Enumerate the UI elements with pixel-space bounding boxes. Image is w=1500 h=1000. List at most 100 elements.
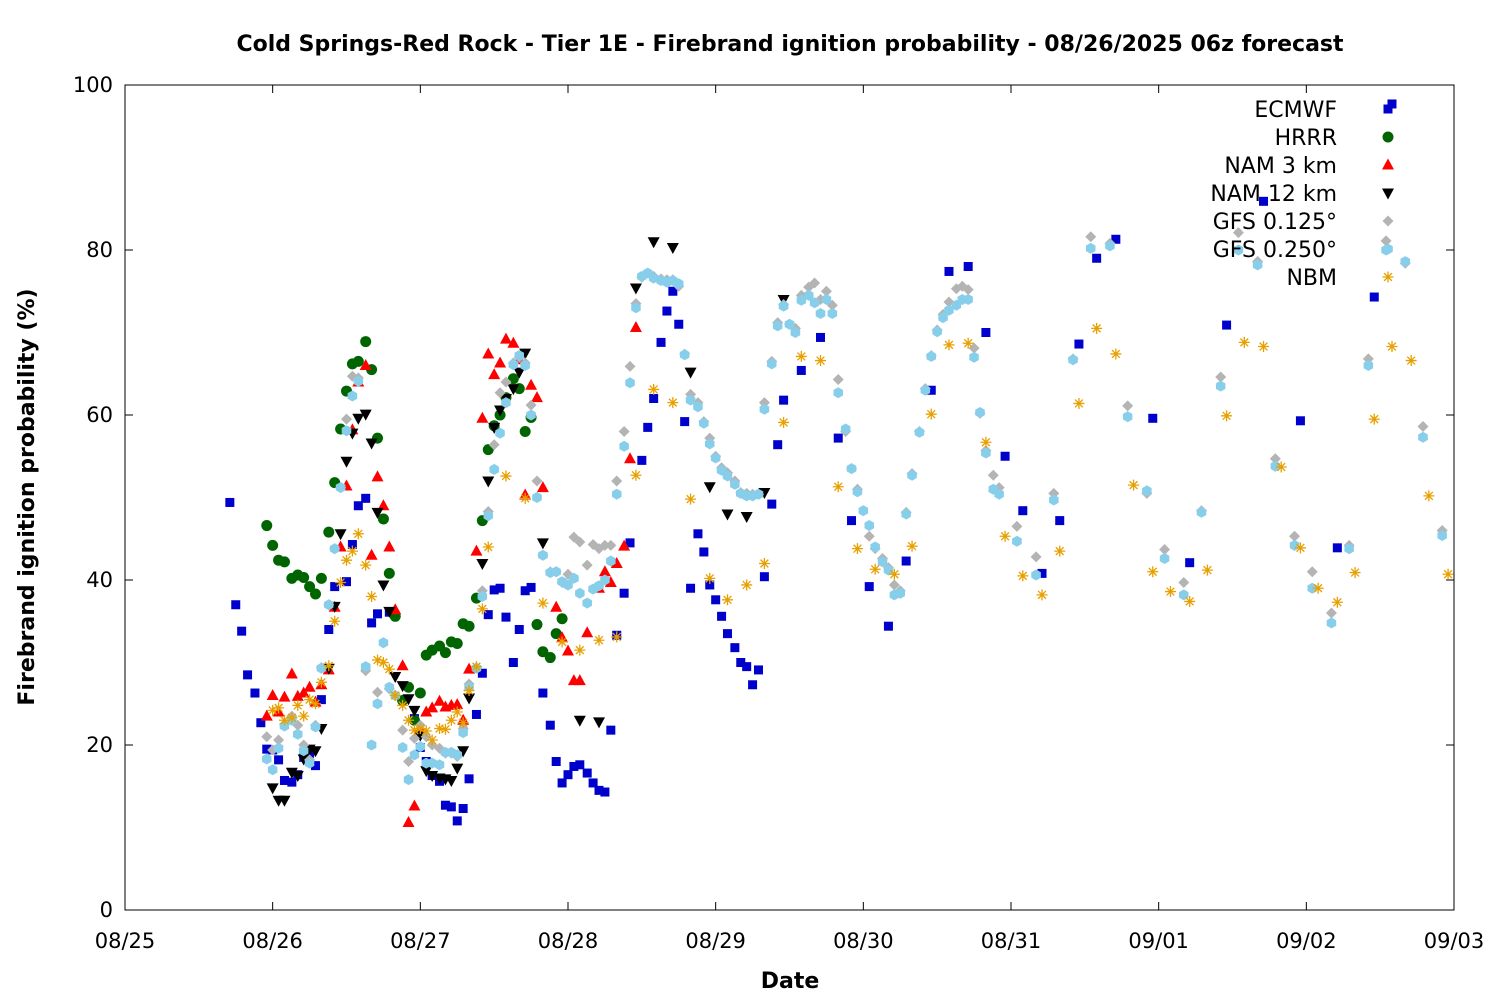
data-point <box>544 652 556 664</box>
data-point <box>256 718 266 728</box>
data-point <box>278 795 291 807</box>
data-point <box>292 699 304 711</box>
data-point <box>612 488 622 500</box>
data-point <box>298 710 310 722</box>
data-point <box>619 588 629 598</box>
data-point <box>237 626 247 636</box>
data-point <box>943 339 955 351</box>
data-point <box>888 579 900 591</box>
data-point <box>463 685 475 697</box>
legend-marker <box>1382 215 1394 227</box>
data-point <box>901 556 911 566</box>
data-point <box>452 816 462 826</box>
data-point <box>550 600 563 612</box>
data-point <box>877 556 888 568</box>
data-point <box>494 356 507 368</box>
data-point <box>310 721 321 733</box>
data-point <box>477 591 488 602</box>
data-point <box>383 663 395 675</box>
data-point <box>624 452 637 464</box>
data-point <box>551 566 561 578</box>
data-point <box>736 658 746 667</box>
data-point <box>366 739 377 751</box>
data-point <box>1086 242 1096 254</box>
data-point <box>403 714 415 726</box>
data-point <box>1036 589 1048 601</box>
data-point <box>426 734 438 746</box>
data-point <box>710 452 721 464</box>
data-point <box>383 540 396 552</box>
data-point <box>593 717 606 729</box>
data-point <box>538 549 548 561</box>
data-point <box>273 702 285 714</box>
data-point <box>346 545 358 557</box>
data-point <box>1275 461 1287 473</box>
data-point <box>267 704 279 716</box>
data-point <box>335 576 347 588</box>
data-point <box>225 497 235 507</box>
data-point <box>815 308 826 319</box>
data-point <box>624 360 636 372</box>
data-point <box>483 510 493 522</box>
data-point <box>969 351 979 363</box>
data-point <box>334 529 347 541</box>
data-point <box>291 771 304 783</box>
data-point <box>1259 196 1269 206</box>
data-point <box>1222 320 1232 330</box>
data-point <box>273 734 285 746</box>
data-point <box>409 749 420 761</box>
data-point <box>753 665 763 675</box>
data-point <box>291 689 304 701</box>
data-point <box>372 654 384 666</box>
data-point <box>721 509 734 521</box>
data-point <box>451 706 463 718</box>
data-point <box>649 394 659 403</box>
data-point <box>648 383 660 395</box>
data-point <box>606 725 616 735</box>
data-point <box>778 300 789 312</box>
data-point <box>1386 341 1398 353</box>
data-point <box>1215 380 1226 392</box>
data-point <box>1147 566 1159 578</box>
data-point <box>520 360 530 371</box>
data-point <box>647 237 660 249</box>
data-point <box>365 548 378 560</box>
data-point <box>705 580 715 590</box>
x-tick-label: 09/03 <box>1424 929 1485 953</box>
data-point <box>1437 530 1447 541</box>
data-point <box>536 481 549 493</box>
data-point <box>895 587 905 599</box>
data-point <box>531 475 543 487</box>
data-point <box>500 470 512 482</box>
y-tick-label: 40 <box>86 568 113 592</box>
data-point <box>389 672 402 684</box>
data-point <box>740 511 753 523</box>
data-point <box>888 568 900 580</box>
data-point <box>304 581 316 593</box>
data-point <box>1369 292 1379 302</box>
data-point <box>1380 235 1392 247</box>
data-point <box>489 585 499 595</box>
data-point <box>278 556 290 568</box>
data-point <box>883 621 893 631</box>
data-point <box>611 631 623 643</box>
data-point <box>347 390 358 402</box>
data-point <box>840 423 851 435</box>
data-point <box>458 727 468 739</box>
data-point <box>920 384 931 396</box>
data-point <box>1012 535 1022 547</box>
data-point <box>699 547 709 557</box>
data-point <box>827 308 838 319</box>
data-point <box>1122 411 1133 423</box>
data-point <box>1252 259 1263 271</box>
data-point <box>606 555 616 567</box>
data-point <box>525 378 538 390</box>
data-point <box>795 350 807 362</box>
data-point <box>643 422 653 432</box>
data-point <box>599 539 611 551</box>
x-axis-label: Date <box>761 969 820 994</box>
data-point <box>629 321 642 333</box>
data-point <box>674 319 684 329</box>
data-point <box>870 541 880 553</box>
